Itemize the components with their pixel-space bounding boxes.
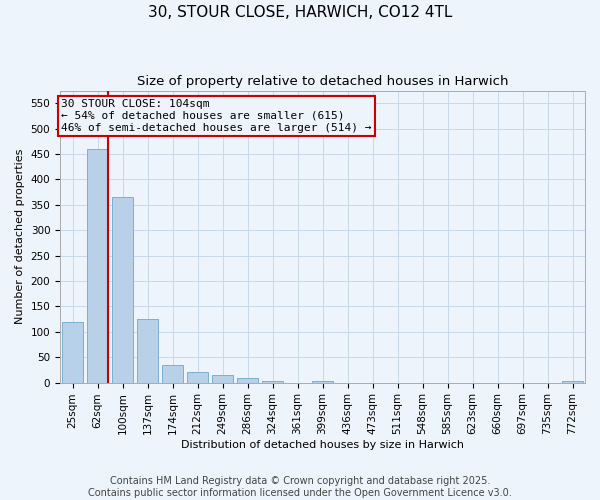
Bar	[137, 319, 158, 382]
X-axis label: Distribution of detached houses by size in Harwich: Distribution of detached houses by size …	[181, 440, 464, 450]
Bar	[562, 381, 583, 382]
Bar	[112, 197, 133, 382]
Bar	[312, 381, 333, 382]
Bar	[212, 375, 233, 382]
Bar	[237, 378, 258, 382]
Bar	[87, 149, 108, 382]
Text: Contains HM Land Registry data © Crown copyright and database right 2025.
Contai: Contains HM Land Registry data © Crown c…	[88, 476, 512, 498]
Bar	[62, 322, 83, 382]
Text: 30 STOUR CLOSE: 104sqm
← 54% of detached houses are smaller (615)
46% of semi-de: 30 STOUR CLOSE: 104sqm ← 54% of detached…	[61, 100, 372, 132]
Text: 30, STOUR CLOSE, HARWICH, CO12 4TL: 30, STOUR CLOSE, HARWICH, CO12 4TL	[148, 5, 452, 20]
Bar	[187, 372, 208, 382]
Title: Size of property relative to detached houses in Harwich: Size of property relative to detached ho…	[137, 75, 508, 88]
Bar	[262, 381, 283, 382]
Y-axis label: Number of detached properties: Number of detached properties	[15, 149, 25, 324]
Bar	[162, 365, 183, 382]
